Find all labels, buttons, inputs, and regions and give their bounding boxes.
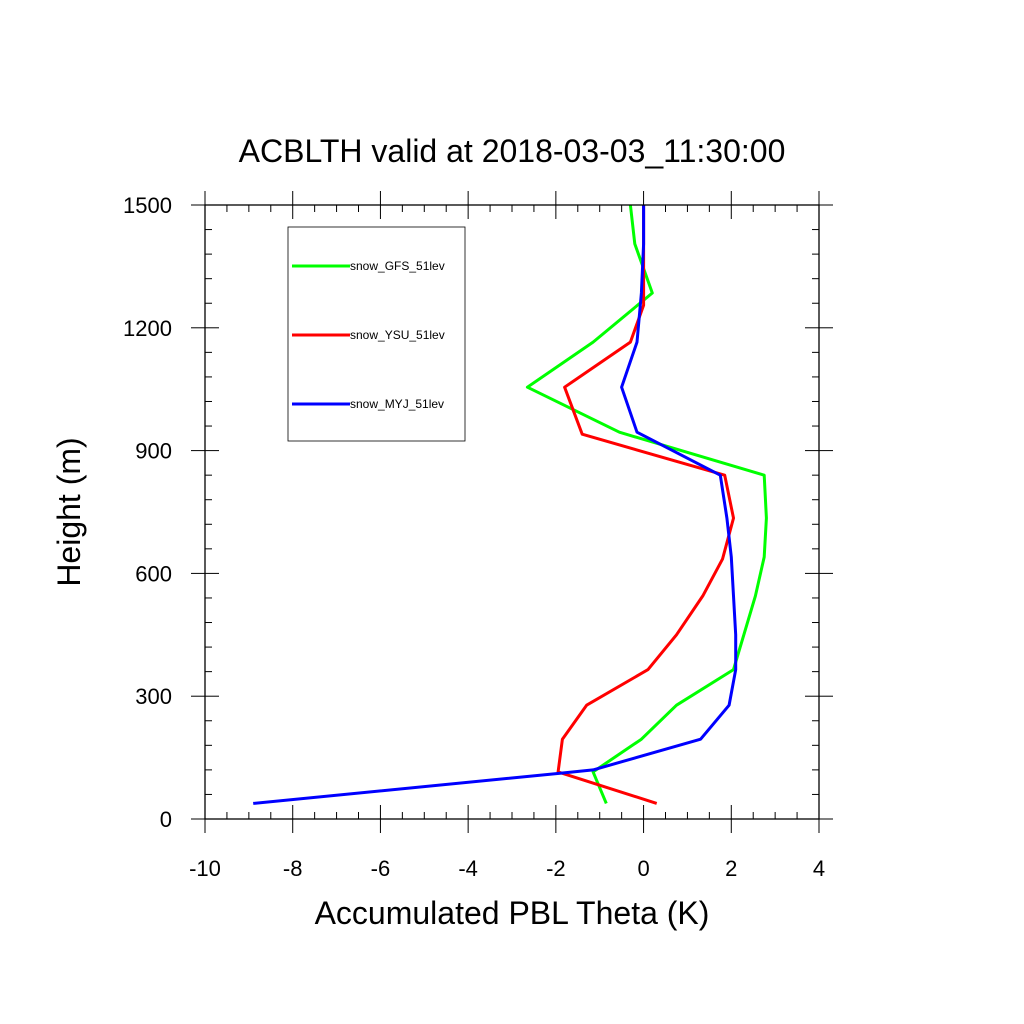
legend: snow_GFS_51lev snow_YSU_51lev snow_MYJ_51l… xyxy=(287,226,466,442)
x-tick-label: 0 xyxy=(637,856,649,881)
y-tick-label: 1500 xyxy=(123,193,172,218)
x-tick-label: -6 xyxy=(371,856,391,881)
legend-label: snow_YSU_51lev xyxy=(350,328,445,342)
series-line-snow_GFS_51lev xyxy=(525,204,768,804)
series-lines xyxy=(253,204,768,805)
x-tick-label: -10 xyxy=(189,856,221,881)
y-tick-labels: 0 300 600 900 1200 1500 xyxy=(123,193,172,832)
x-tick-label: 2 xyxy=(725,856,737,881)
y-tick-label: 0 xyxy=(160,807,172,832)
chart-title: ACBLTH valid at 2018-03-03_11:30:00 xyxy=(239,133,786,169)
series-line-snow_MYJ_51lev xyxy=(253,205,738,805)
x-tick-label: -8 xyxy=(283,856,303,881)
y-tick-label: 1200 xyxy=(123,316,172,341)
x-axis-label: Accumulated PBL Theta (K) xyxy=(315,895,710,931)
legend-label: snow_MYJ_51lev xyxy=(350,397,444,411)
y-tick-label: 900 xyxy=(135,439,172,464)
x-tick-label: -2 xyxy=(546,856,566,881)
legend-label: snow_GFS_51lev xyxy=(350,259,445,273)
y-tick-label: 300 xyxy=(135,684,172,709)
y-axis-label: Height (m) xyxy=(51,437,87,586)
x-tick-label: -4 xyxy=(458,856,478,881)
plot-frame xyxy=(204,204,820,820)
x-tick-labels: -10 -8 -6 -4 -2 0 2 4 xyxy=(189,856,825,881)
y-tick-label: 600 xyxy=(135,561,172,586)
axis-ticks xyxy=(191,191,833,833)
series-line-snow_YSU_51lev xyxy=(556,205,735,805)
x-tick-label: 4 xyxy=(813,856,825,881)
